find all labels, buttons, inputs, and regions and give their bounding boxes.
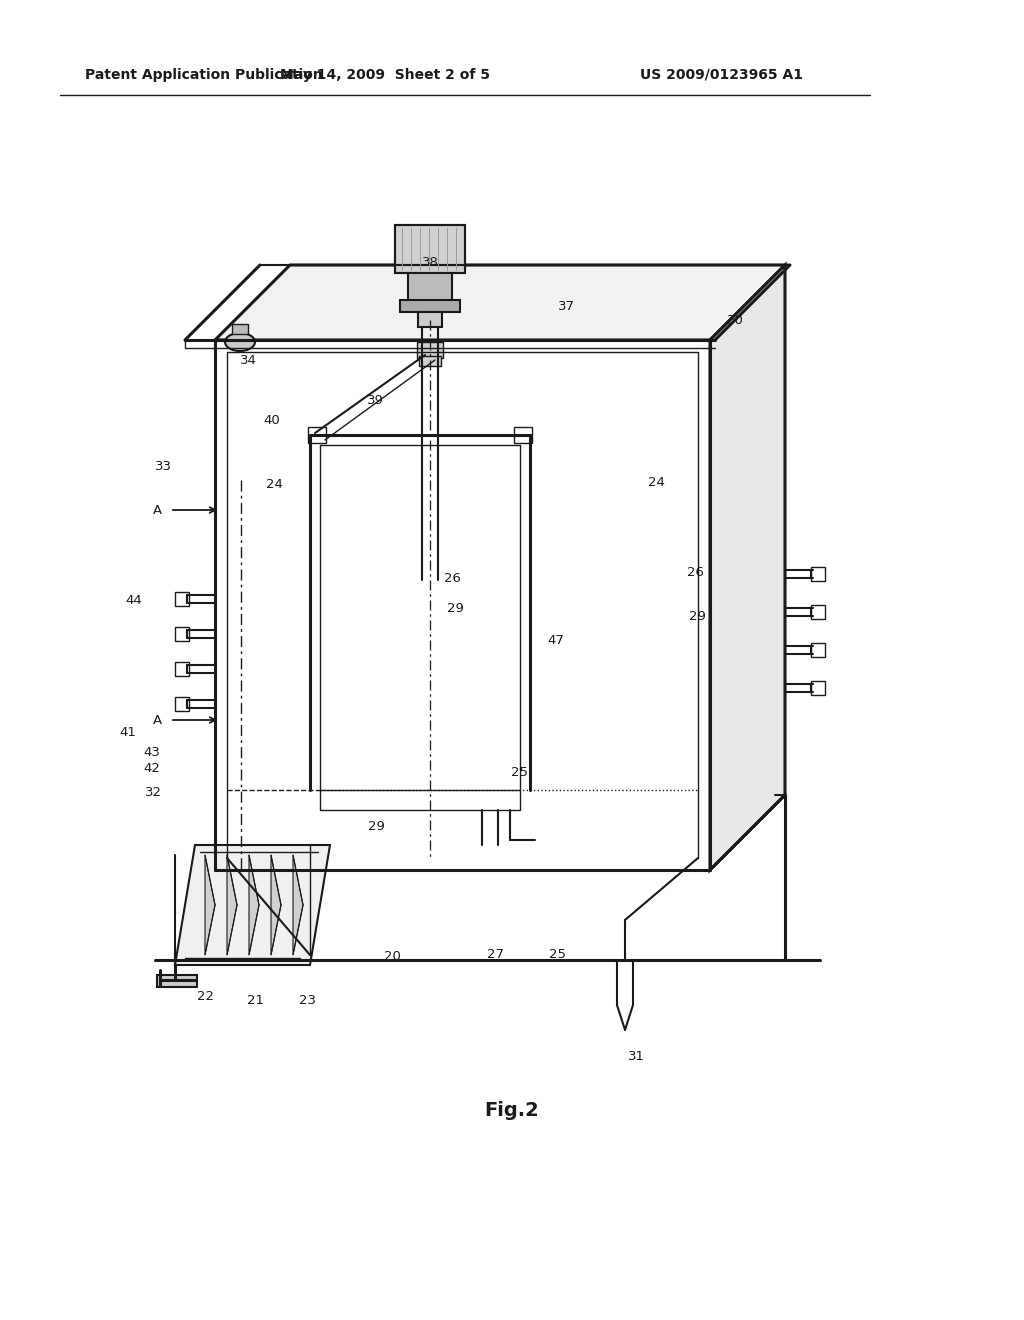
Text: 47: 47 [548,634,564,647]
Text: 32: 32 [144,785,162,799]
Text: 25: 25 [512,767,528,780]
Text: 24: 24 [265,478,283,491]
Polygon shape [205,855,215,954]
Bar [419,356,441,366]
Text: 26: 26 [686,565,703,578]
Bar [400,300,460,312]
Text: 43: 43 [143,747,161,759]
Text: 34: 34 [240,354,256,367]
Text: 29: 29 [446,602,464,615]
Text: Fig.2: Fig.2 [484,1101,540,1119]
Text: 40: 40 [263,413,281,426]
Text: 29: 29 [688,610,706,623]
Text: 29: 29 [368,821,384,833]
Bar [175,591,189,606]
Polygon shape [227,855,237,954]
Text: 22: 22 [197,990,213,1002]
Text: 41: 41 [120,726,136,739]
Bar [175,697,189,711]
Text: 33: 33 [155,461,171,474]
Bar [232,323,248,334]
Text: 44: 44 [126,594,142,606]
Polygon shape [271,855,281,954]
Bar [811,568,825,581]
Text: 42: 42 [143,762,161,775]
Text: Patent Application Publication: Patent Application Publication [85,69,323,82]
Polygon shape [215,265,785,341]
Text: A: A [153,503,162,516]
Bar [418,312,442,327]
Text: 31: 31 [628,1049,644,1063]
Text: 27: 27 [487,949,505,961]
Text: 38: 38 [422,256,438,268]
Text: 23: 23 [299,994,316,1006]
Text: 37: 37 [557,300,574,313]
Text: 21: 21 [247,994,263,1006]
Bar [175,663,189,676]
Bar [514,426,532,444]
Bar [395,224,465,273]
Polygon shape [293,855,303,954]
Polygon shape [175,845,330,965]
Bar [175,627,189,642]
Text: 39: 39 [367,393,383,407]
Text: 24: 24 [647,477,665,490]
Bar [811,643,825,657]
Bar [417,342,443,358]
Polygon shape [710,265,785,870]
Text: US 2009/0123965 A1: US 2009/0123965 A1 [640,69,803,82]
Bar [408,273,452,304]
Bar [811,681,825,696]
Text: 25: 25 [550,949,566,961]
Bar [157,975,197,987]
Text: 20: 20 [384,949,400,962]
Bar [319,789,520,810]
Text: A: A [153,714,162,726]
Bar [395,224,465,273]
Text: 30: 30 [727,314,743,326]
Text: 26: 26 [443,572,461,585]
Bar [308,426,326,444]
Polygon shape [249,855,259,954]
Ellipse shape [225,333,255,351]
Text: May 14, 2009  Sheet 2 of 5: May 14, 2009 Sheet 2 of 5 [280,69,490,82]
Bar [811,605,825,619]
